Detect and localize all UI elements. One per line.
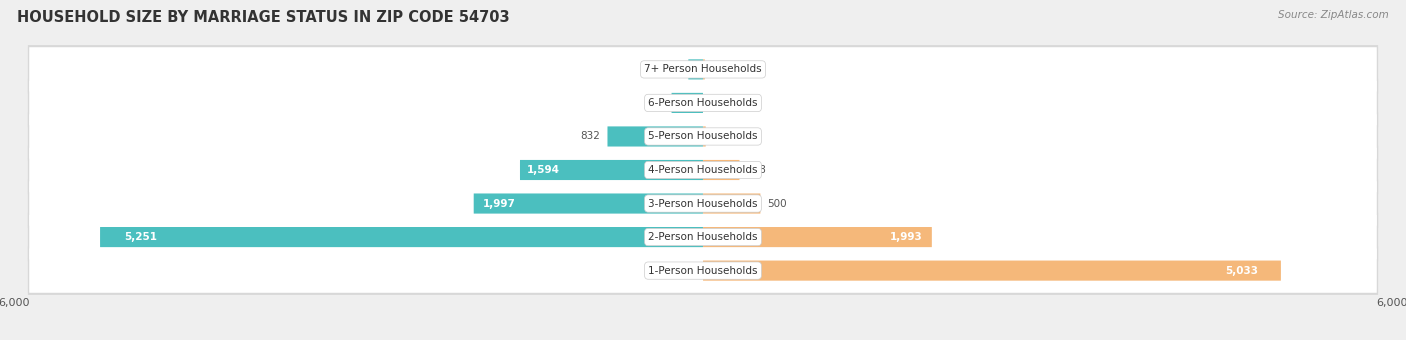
- Text: 5,033: 5,033: [1225, 266, 1258, 276]
- Text: 5-Person Households: 5-Person Households: [648, 132, 758, 141]
- FancyBboxPatch shape: [703, 260, 1281, 280]
- FancyBboxPatch shape: [100, 227, 703, 247]
- Text: 4-Person Households: 4-Person Households: [648, 165, 758, 175]
- FancyBboxPatch shape: [703, 193, 761, 214]
- Text: 24: 24: [713, 132, 725, 141]
- Text: 274: 274: [645, 98, 665, 108]
- FancyBboxPatch shape: [28, 79, 1378, 127]
- Text: 2-Person Households: 2-Person Households: [648, 232, 758, 242]
- Text: 1,594: 1,594: [527, 165, 561, 175]
- FancyBboxPatch shape: [672, 93, 703, 113]
- Text: 6-Person Households: 6-Person Households: [648, 98, 758, 108]
- FancyBboxPatch shape: [28, 45, 1378, 94]
- FancyBboxPatch shape: [520, 160, 703, 180]
- FancyBboxPatch shape: [703, 227, 932, 247]
- FancyBboxPatch shape: [28, 146, 1378, 194]
- Text: 318: 318: [747, 165, 766, 175]
- FancyBboxPatch shape: [28, 213, 1378, 261]
- FancyBboxPatch shape: [689, 59, 703, 80]
- FancyBboxPatch shape: [30, 47, 1376, 91]
- FancyBboxPatch shape: [30, 148, 1376, 192]
- Text: 0: 0: [710, 98, 717, 108]
- FancyBboxPatch shape: [30, 249, 1376, 293]
- Text: 7+ Person Households: 7+ Person Households: [644, 64, 762, 74]
- Legend: Family, Nonfamily: Family, Nonfamily: [633, 336, 773, 340]
- Text: 1,993: 1,993: [890, 232, 922, 242]
- Text: 3-Person Households: 3-Person Households: [648, 199, 758, 208]
- Text: 5,251: 5,251: [124, 232, 157, 242]
- FancyBboxPatch shape: [703, 126, 706, 147]
- FancyBboxPatch shape: [28, 112, 1378, 161]
- FancyBboxPatch shape: [607, 126, 703, 147]
- FancyBboxPatch shape: [30, 81, 1376, 125]
- Text: 832: 832: [581, 132, 600, 141]
- FancyBboxPatch shape: [28, 179, 1378, 228]
- Text: 1-Person Households: 1-Person Households: [648, 266, 758, 276]
- FancyBboxPatch shape: [30, 114, 1376, 159]
- Text: HOUSEHOLD SIZE BY MARRIAGE STATUS IN ZIP CODE 54703: HOUSEHOLD SIZE BY MARRIAGE STATUS IN ZIP…: [17, 10, 509, 25]
- FancyBboxPatch shape: [474, 193, 703, 214]
- Text: 500: 500: [768, 199, 787, 208]
- Text: Source: ZipAtlas.com: Source: ZipAtlas.com: [1278, 10, 1389, 20]
- FancyBboxPatch shape: [28, 246, 1378, 295]
- FancyBboxPatch shape: [703, 59, 704, 80]
- Text: 128: 128: [662, 64, 682, 74]
- FancyBboxPatch shape: [703, 160, 740, 180]
- FancyBboxPatch shape: [30, 215, 1376, 259]
- Text: 1,997: 1,997: [482, 199, 516, 208]
- Text: 16: 16: [711, 64, 725, 74]
- FancyBboxPatch shape: [30, 181, 1376, 226]
